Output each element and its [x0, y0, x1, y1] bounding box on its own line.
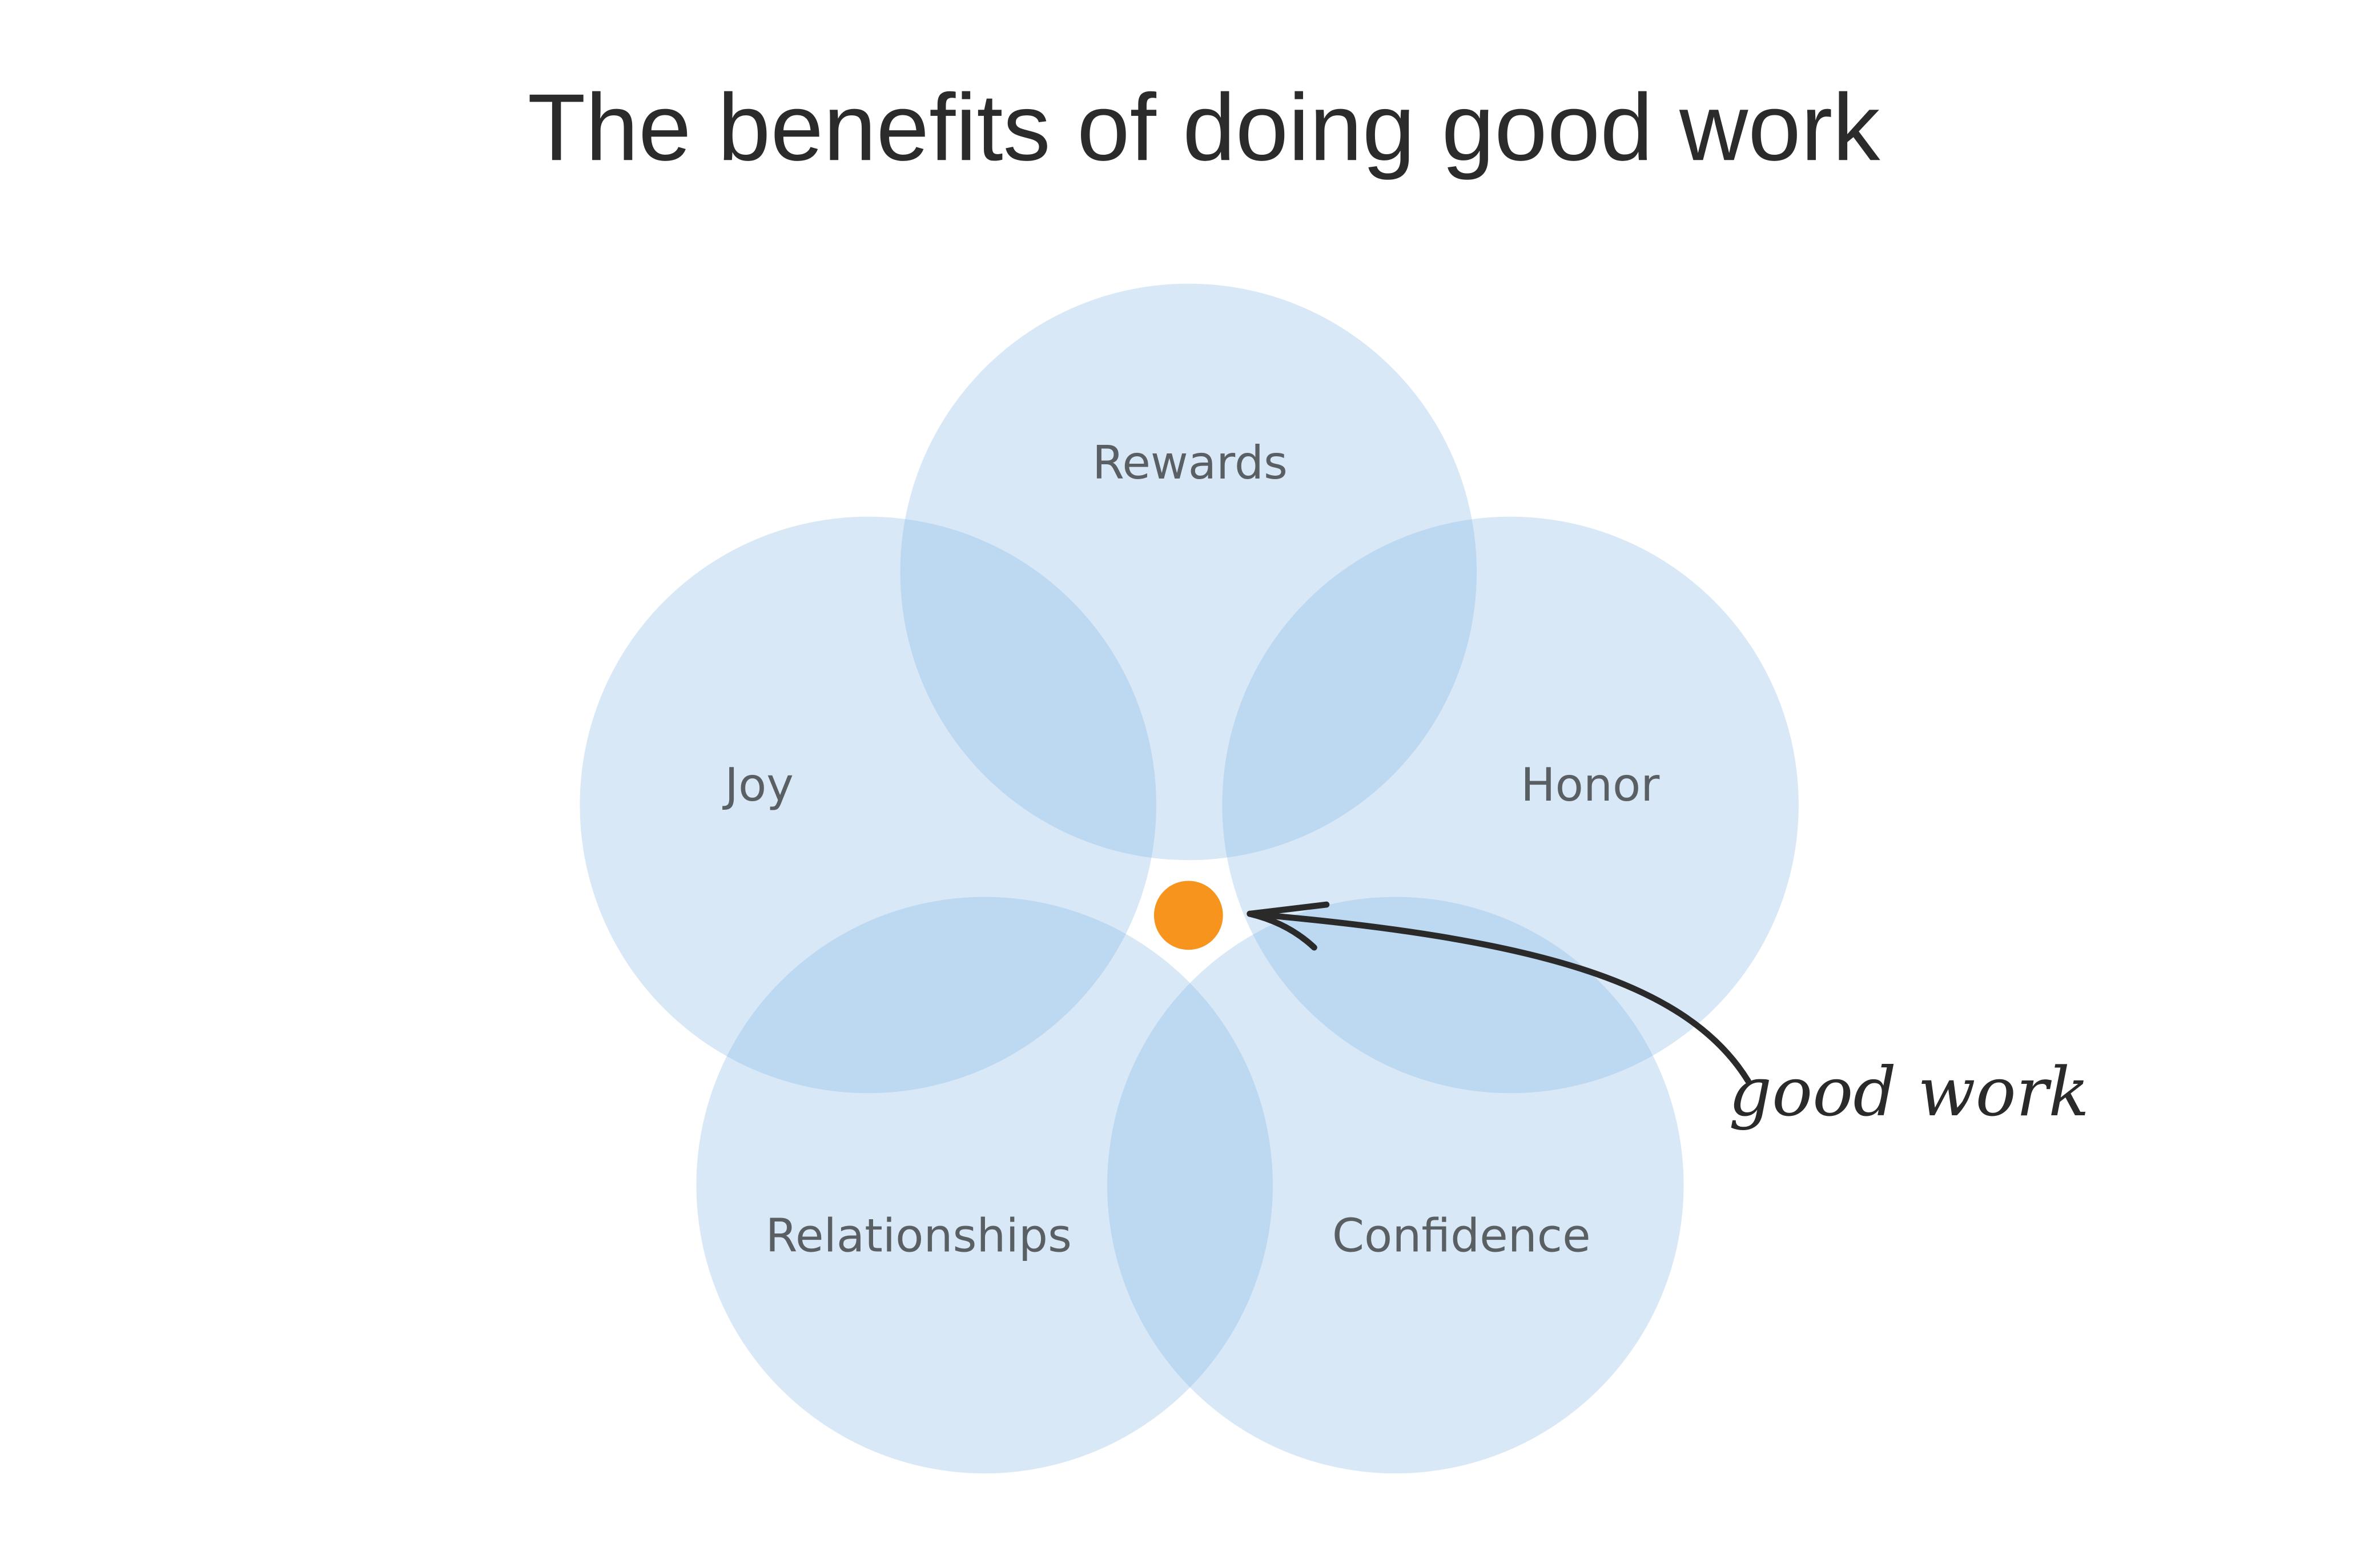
circle [580, 516, 1156, 1094]
node-label: Confidence [1332, 1208, 1591, 1262]
annotation: good work [1729, 1052, 2089, 1131]
arrow-head [1247, 901, 1330, 951]
circle [696, 897, 1273, 1474]
circle [1222, 516, 1799, 1094]
center-dot [1149, 876, 1228, 955]
circle [1107, 897, 1684, 1474]
node-label: Rewards [1092, 436, 1288, 489]
node-label: Relationships [766, 1208, 1072, 1262]
arrow [1247, 910, 1751, 1084]
title: The benefits of doing good work [528, 74, 1880, 180]
node-label: Honor [1521, 758, 1660, 811]
node-label: Joy [722, 758, 794, 811]
circle [900, 283, 1477, 861]
